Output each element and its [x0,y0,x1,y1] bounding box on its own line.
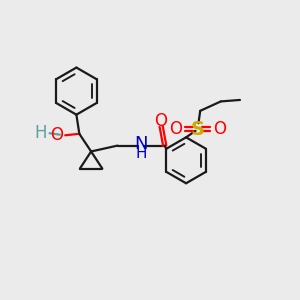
Text: N: N [134,135,147,153]
Text: H: H [135,146,147,161]
Text: S: S [190,120,204,139]
Text: O: O [50,126,63,144]
Text: O: O [213,120,226,138]
Text: O: O [169,120,183,138]
Text: O: O [154,112,167,130]
Text: H: H [34,124,47,142]
